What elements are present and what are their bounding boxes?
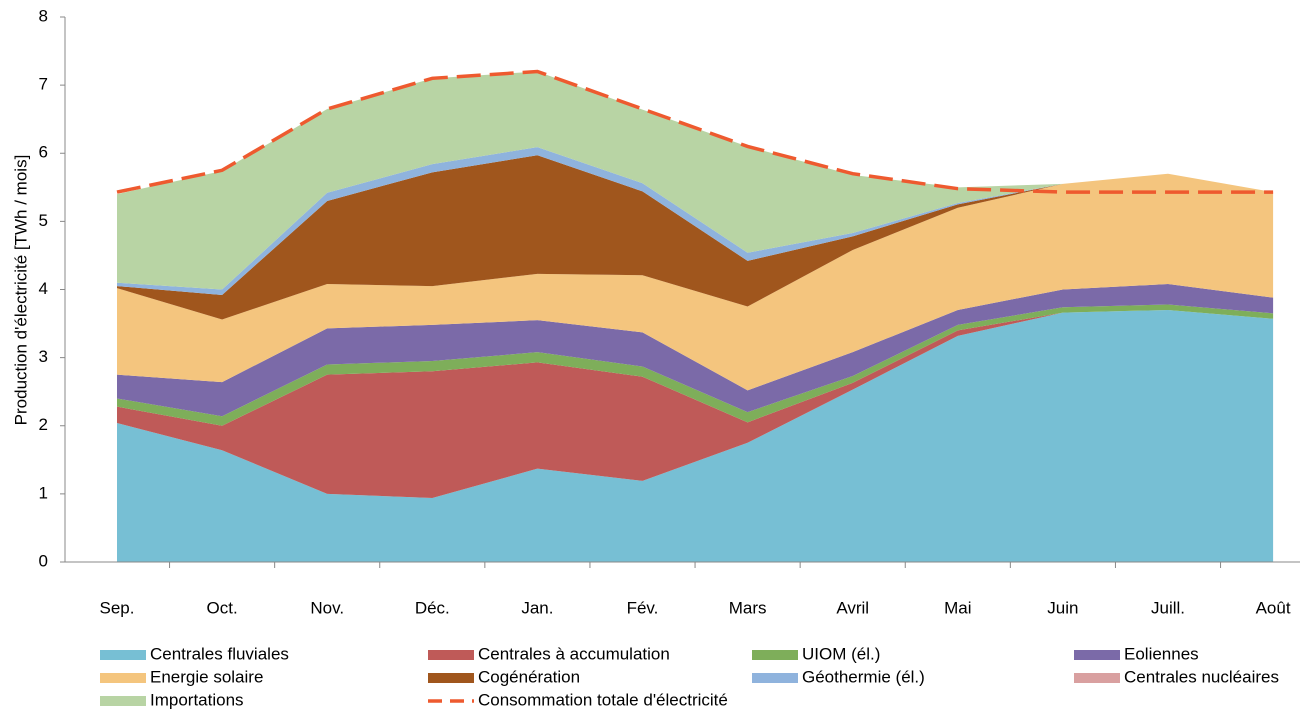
x-tick-label: Mars bbox=[729, 598, 767, 617]
area bbox=[117, 304, 1274, 426]
x-tick-label: Juin bbox=[1047, 598, 1078, 617]
legend-label: Eoliennes bbox=[1124, 644, 1199, 663]
y-tick-label: 3 bbox=[39, 347, 48, 366]
y-tick-label: 0 bbox=[39, 551, 48, 570]
area bbox=[117, 147, 1274, 295]
legend-label: Centrales à accumulation bbox=[478, 644, 670, 663]
y-tick-label: 7 bbox=[39, 75, 48, 94]
area bbox=[117, 309, 1274, 562]
y-axis-label: Production d'électricité [TWh / mois] bbox=[11, 155, 30, 426]
x-tick-label: Avril bbox=[836, 598, 869, 617]
area bbox=[117, 284, 1274, 417]
x-tick-label: Jan. bbox=[521, 598, 553, 617]
legend-label: Géothermie (él.) bbox=[802, 667, 925, 686]
legend-swatch bbox=[100, 650, 146, 660]
area bbox=[117, 155, 1274, 320]
legend-swatch bbox=[100, 673, 146, 683]
x-tick-label: Déc. bbox=[415, 598, 450, 617]
consumption-line bbox=[116, 69, 1274, 194]
legend-label: Consommation totale d'électricité bbox=[478, 690, 728, 709]
x-tick-label: Oct. bbox=[207, 598, 238, 617]
x-tick-label: Août bbox=[1256, 598, 1291, 617]
legend-label: Cogénération bbox=[478, 667, 580, 686]
x-tick-label: Sep. bbox=[100, 598, 135, 617]
y-tick-label: 8 bbox=[39, 6, 48, 25]
area bbox=[117, 309, 1274, 498]
legend-swatch bbox=[1074, 673, 1120, 683]
y-tick-label: 4 bbox=[39, 279, 48, 298]
y-tick-label: 1 bbox=[39, 483, 48, 502]
legend-swatch bbox=[100, 696, 146, 706]
y-tick-label: 6 bbox=[39, 143, 48, 162]
y-tick-label: 2 bbox=[39, 415, 48, 434]
legend-swatch bbox=[428, 650, 474, 660]
area bbox=[117, 71, 1274, 290]
legend-label: Centrales nucléaires bbox=[1124, 667, 1279, 686]
x-tick-label: Fév. bbox=[627, 598, 659, 617]
x-tick-label: Nov. bbox=[310, 598, 344, 617]
legend-label: Importations bbox=[150, 690, 244, 709]
legend-label: Centrales fluviales bbox=[150, 644, 289, 663]
legend-label: UIOM (él.) bbox=[802, 644, 880, 663]
legend-swatch bbox=[428, 673, 474, 683]
y-tick-label: 5 bbox=[39, 211, 48, 230]
x-tick-label: Juill. bbox=[1151, 598, 1185, 617]
legend-swatch bbox=[752, 650, 798, 660]
legend-swatch bbox=[752, 673, 798, 683]
area bbox=[117, 173, 1274, 391]
legend-label: Energie solaire bbox=[150, 667, 263, 686]
legend-swatch bbox=[1074, 650, 1120, 660]
x-tick-label: Mai bbox=[944, 598, 971, 617]
